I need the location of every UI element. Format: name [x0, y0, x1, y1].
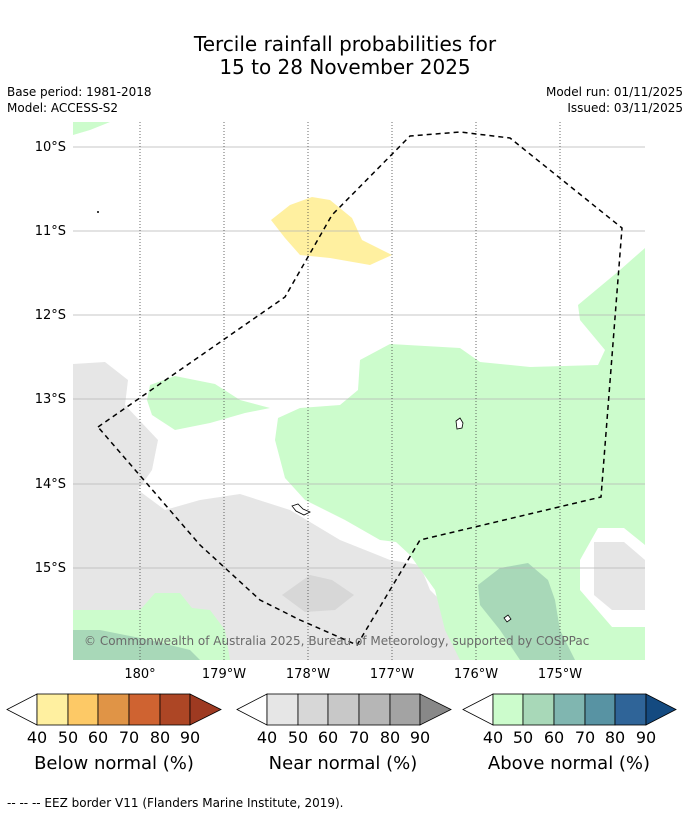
eez-footnote: -- -- -- EEZ border V11 (Flanders Marine… [7, 796, 344, 810]
colorbar-above-swatch [522, 693, 555, 726]
copyright-notice: © Commonwealth of Australia 2025, Bureau… [84, 634, 589, 648]
colorbar-below-swatch [128, 693, 161, 726]
lat-label: 14°S [35, 477, 66, 492]
colorbar-above-tick: 70 [574, 728, 596, 747]
latitude-labels: 10°S 11°S 12°S 13°S 14°S 15°S [35, 140, 66, 576]
above-normal-region-main [275, 248, 645, 660]
colorbar-near-swatch [327, 693, 360, 726]
colorbar-above-swatch [492, 693, 524, 726]
colorbar-near-tick: 60 [317, 728, 339, 747]
colorbar-above-tick: 60 [543, 728, 565, 747]
colorbar-near-tick: 90 [409, 728, 431, 747]
colorbar-below-swatch [67, 693, 99, 726]
island-southeast [503, 614, 512, 623]
model-name: Model: ACCESS-S2 [7, 101, 119, 115]
colorbar-near-swatch [297, 693, 329, 726]
colorbar-below-tick: 40 [26, 728, 48, 747]
lon-label: 175°W [538, 667, 582, 682]
map-title-line1: Tercile rainfall probabilities for [193, 32, 497, 56]
colorbar-near-min-arrow [236, 693, 268, 726]
model-run: Model run: 01/11/2025 [545, 85, 683, 99]
colorbar-near-swatch [266, 693, 299, 726]
issued-date: Issued: 03/11/2025 [567, 101, 683, 115]
lon-label: 177°W [370, 667, 414, 682]
colorbars [6, 693, 677, 726]
colorbar-below-tick: 60 [87, 728, 109, 747]
above-normal-region-50-south [478, 563, 575, 660]
above-normal-region-west [147, 376, 270, 430]
colorbar-above-label: Above normal (%) [487, 753, 651, 774]
lat-label: 12°S [35, 308, 66, 323]
colorbar-below-label: Below normal (%) [34, 753, 194, 774]
colorbar-above-min-arrow [462, 693, 494, 726]
base-period: Base period: 1981-2018 [7, 85, 152, 99]
colorbar-near-tick: 40 [256, 728, 278, 747]
colorbar-below-tick: 90 [179, 728, 201, 747]
colorbar-below-max-arrow [189, 693, 222, 726]
colorbar-below-tick: 50 [57, 728, 79, 747]
lon-label: 180° [124, 667, 155, 682]
colorbar-above-tick: 40 [482, 728, 504, 747]
colorbar-near-tick: 50 [287, 728, 309, 747]
graticule [73, 122, 645, 660]
colorbar-below [6, 693, 222, 726]
island-north [97, 211, 99, 213]
colorbar-near-tick: 80 [379, 728, 401, 747]
map-canvas: © Commonwealth of Australia 2025, Bureau… [73, 122, 645, 660]
colorbar-above-swatch [584, 693, 616, 726]
lon-label: 176°W [454, 667, 498, 682]
island-central [455, 417, 464, 430]
colorbar-below-tick: 80 [149, 728, 171, 747]
colorbar-near-swatch [389, 693, 421, 726]
colorbar-near [236, 693, 452, 726]
colorbar-above-tick: 80 [604, 728, 626, 747]
lat-label: 15°S [35, 561, 66, 576]
near-normal-region-west [73, 362, 460, 660]
eez-border [96, 131, 623, 646]
colorbar-above-max-arrow [645, 693, 677, 726]
longitude-labels: 180° 179°W 178°W 177°W 176°W 175°W [124, 667, 582, 682]
colorbar-above [462, 693, 677, 726]
map-figure: © Commonwealth of Australia 2025, Bureau… [35, 122, 645, 682]
lat-label: 10°S [35, 140, 66, 155]
colorbar-above-tick: 50 [512, 728, 534, 747]
colorbar-near-max-arrow [419, 693, 452, 726]
lat-label: 13°S [35, 392, 66, 407]
colorbar-above-tick: 90 [635, 728, 657, 747]
colorbar-near-label: Near normal (%) [268, 753, 418, 774]
lon-label: 178°W [286, 667, 330, 682]
colorbar-below-min-arrow [6, 693, 38, 726]
colorbar-above-swatch [614, 693, 647, 726]
colorbar-near-tick: 70 [348, 728, 370, 747]
colorbar-below-tick: 70 [118, 728, 140, 747]
lat-label: 11°S [35, 224, 66, 239]
island-south [291, 503, 311, 516]
colorbar-below-swatch [97, 693, 130, 726]
above-normal-region-north [73, 122, 110, 135]
lon-label: 179°W [202, 667, 246, 682]
colorbar-above-swatch [553, 693, 586, 726]
near-normal-region-east [594, 542, 645, 610]
colorbar-below-swatch [36, 693, 69, 726]
colorbar-near-swatch [358, 693, 391, 726]
map-title-line2: 15 to 28 November 2025 [219, 55, 471, 79]
near-normal-region-50 [282, 575, 354, 612]
above-normal-region-50-west [73, 630, 200, 660]
colorbar-below-swatch [159, 693, 191, 726]
